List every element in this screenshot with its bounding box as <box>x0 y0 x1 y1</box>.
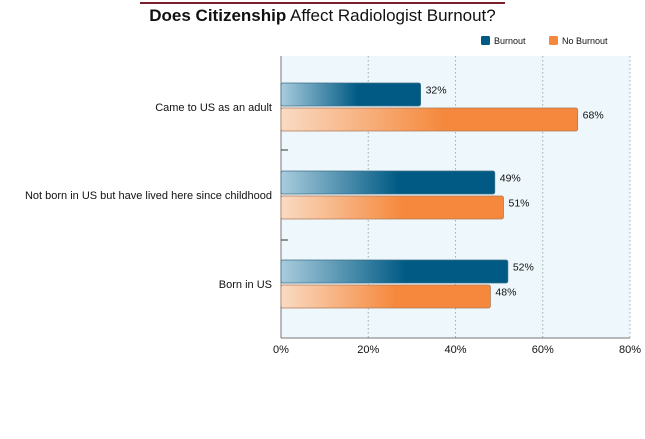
x-tick-label: 60% <box>532 344 554 356</box>
no-burnout-bar <box>280 107 579 132</box>
burnout-bar <box>280 259 509 284</box>
value-label: 48% <box>495 287 516 299</box>
burnout-bar <box>280 170 496 195</box>
value-label: 68% <box>583 110 604 122</box>
chart-title: Does Citizenship Affect Radiologist Burn… <box>0 6 645 26</box>
bars <box>280 82 579 309</box>
legend-swatch <box>481 36 490 45</box>
category-label: Came to US as an adult <box>155 102 272 114</box>
chart-title-rest: Affect Radiologist Burnout? <box>290 6 496 25</box>
value-label: 52% <box>513 262 534 274</box>
legend-label: Burnout <box>494 36 526 46</box>
no-burnout-bar <box>280 195 504 220</box>
labels: 0% 20% 40% 60% 80% Came to US as an adult Not … <box>25 85 641 357</box>
no-burnout-bar <box>280 284 491 309</box>
value-label: 32% <box>426 85 447 97</box>
legend: Burnout No Burnout <box>481 36 608 46</box>
legend-label: No Burnout <box>562 36 608 46</box>
legend-swatch <box>549 36 558 45</box>
x-tick-label: 40% <box>444 344 466 356</box>
burnout-bar <box>280 82 422 107</box>
chart-title-bold: Does Citizenship <box>149 6 287 25</box>
value-label: 51% <box>508 198 529 210</box>
title-rule <box>140 2 505 4</box>
category-label: Not born in US but have lived here since… <box>25 190 272 202</box>
x-tick-label: 20% <box>357 344 379 356</box>
value-label: 49% <box>500 173 521 185</box>
category-label: Born in US <box>219 279 272 291</box>
x-tick-label: 0% <box>273 344 289 356</box>
x-tick-label: 80% <box>619 344 641 356</box>
